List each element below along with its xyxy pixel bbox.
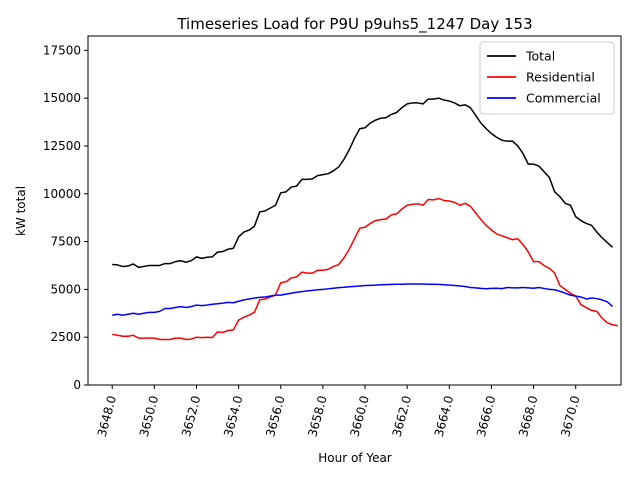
plot-lines xyxy=(112,97,618,341)
legend: Total Residential Commercial xyxy=(479,41,615,115)
y-tick-label: 5000 xyxy=(50,282,81,296)
x-axis-label: Hour of Year xyxy=(318,451,392,465)
chart-title: Timeseries Load for P9U p9uhs5_1247 Day … xyxy=(176,15,532,34)
y-tick-label: 10000 xyxy=(43,187,81,201)
legend-label-commercial: Commercial xyxy=(526,91,601,106)
y-tick-label: 17500 xyxy=(43,43,81,57)
legend-label-total: Total xyxy=(525,49,555,64)
series-line-residential xyxy=(112,197,618,341)
y-tick-label: 0 xyxy=(73,378,81,392)
y-tick-label: 2500 xyxy=(50,330,81,344)
y-tick-label: 15000 xyxy=(43,91,81,105)
y-tick-label: 12500 xyxy=(43,139,81,153)
y-axis: 0 2500 5000 7500 10000 12500 15000 17500 xyxy=(43,43,88,392)
plot-frame xyxy=(87,35,622,386)
y-axis-label: kW total xyxy=(14,186,28,236)
legend-label-residential: Residential xyxy=(526,70,595,85)
y-tick-label: 7500 xyxy=(50,235,81,249)
series-line-total xyxy=(112,97,614,269)
legend-box xyxy=(479,41,615,115)
series-line-commercial xyxy=(112,283,614,316)
